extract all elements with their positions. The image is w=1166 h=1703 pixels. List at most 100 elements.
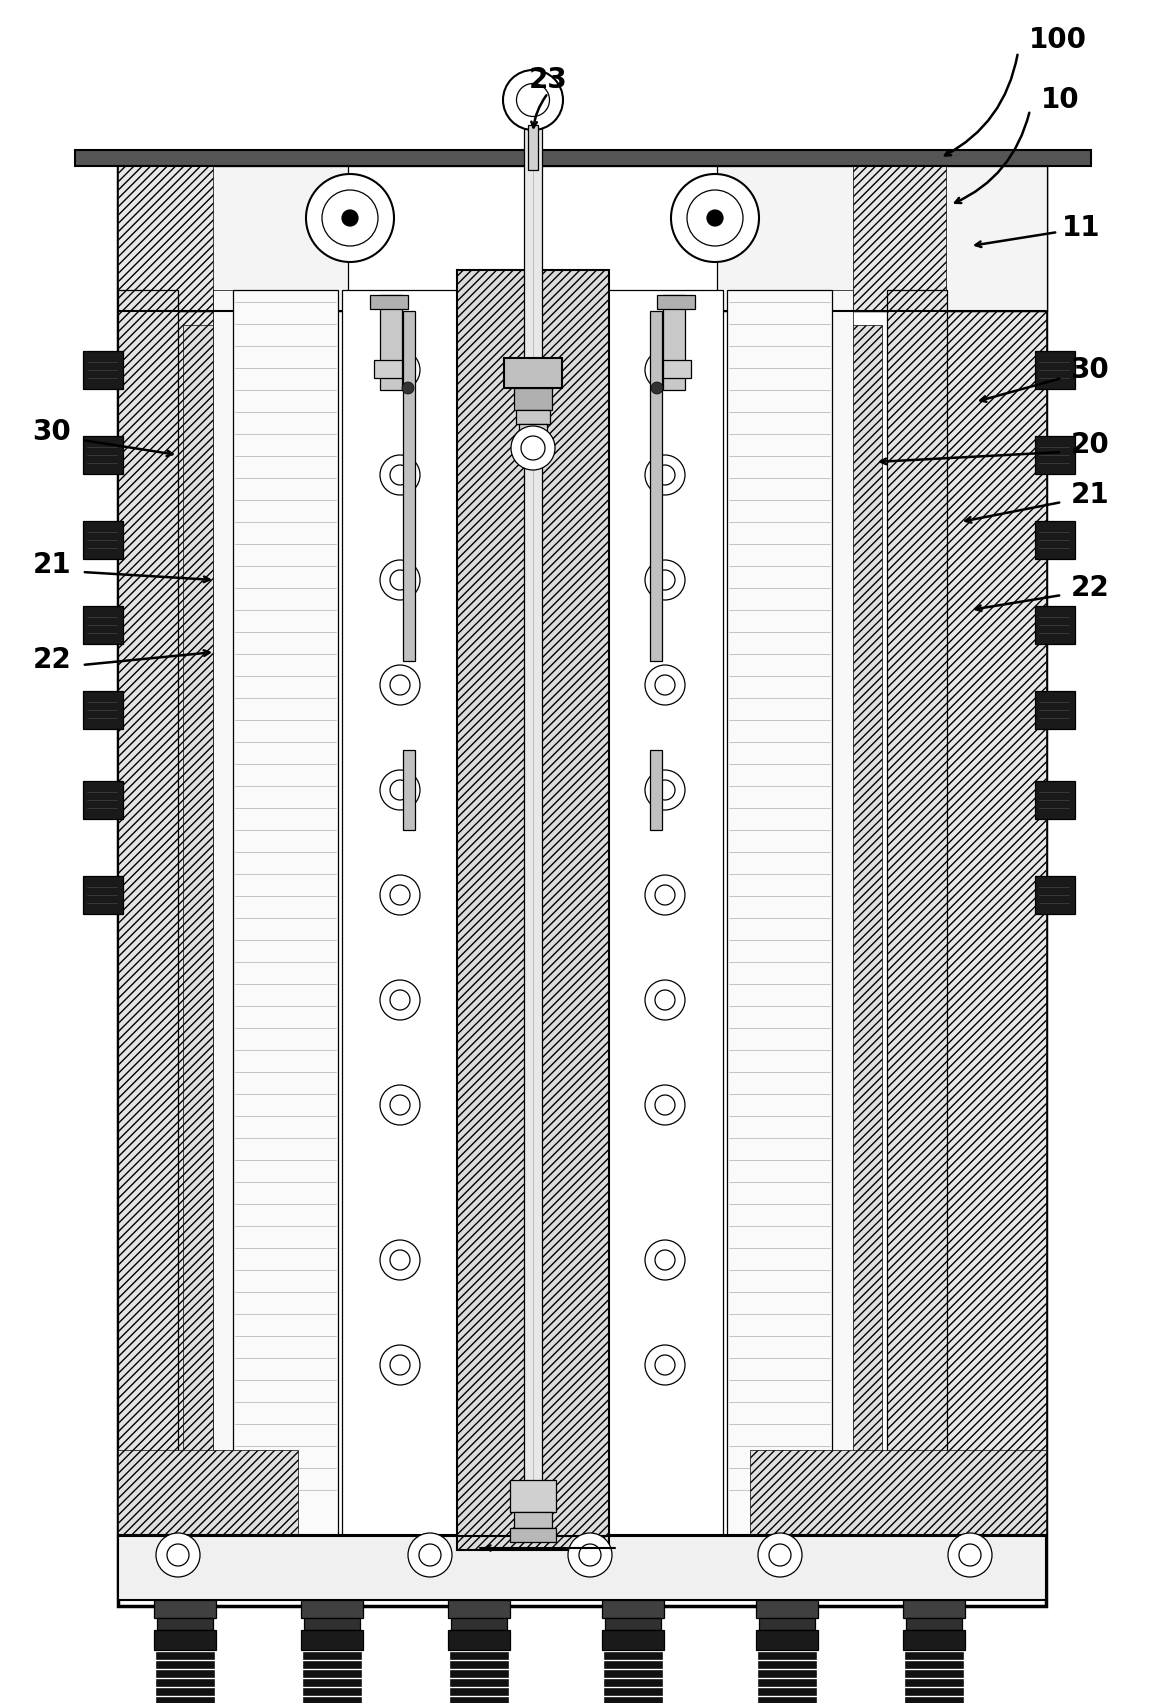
Bar (183, 325, 229, 1565)
Circle shape (389, 1095, 410, 1115)
Circle shape (389, 886, 410, 904)
Circle shape (651, 381, 663, 393)
Circle shape (511, 426, 555, 470)
Bar (604, 1652, 662, 1659)
Circle shape (758, 1533, 802, 1577)
Bar (607, 290, 723, 1540)
Bar (510, 1480, 556, 1512)
Bar (514, 388, 552, 410)
Bar (303, 1671, 361, 1677)
Circle shape (655, 780, 675, 800)
Circle shape (645, 1240, 684, 1281)
Bar (663, 295, 684, 390)
Bar (156, 1660, 215, 1667)
Bar (649, 312, 662, 661)
Text: 30: 30 (33, 417, 71, 446)
Bar (758, 1696, 816, 1703)
Bar (374, 359, 402, 378)
Bar (1035, 351, 1075, 388)
Bar (758, 1660, 816, 1667)
Bar (887, 290, 947, 1580)
Bar (905, 1652, 963, 1659)
Bar (902, 1601, 965, 1618)
Bar (83, 691, 122, 729)
Bar (717, 165, 1047, 312)
Bar (905, 1660, 963, 1667)
Bar (156, 1688, 215, 1694)
Circle shape (380, 455, 420, 496)
Circle shape (645, 1085, 684, 1126)
Circle shape (322, 191, 378, 245)
Circle shape (958, 1545, 981, 1567)
Bar (83, 521, 122, 559)
Circle shape (655, 571, 675, 589)
Text: 22: 22 (33, 645, 71, 674)
Bar (118, 158, 1046, 1606)
Circle shape (645, 770, 684, 811)
Text: 100: 100 (1030, 26, 1087, 54)
Bar (301, 1630, 363, 1650)
Bar (605, 1618, 661, 1630)
Bar (303, 1652, 361, 1659)
Bar (83, 606, 122, 644)
Circle shape (517, 83, 549, 116)
Bar (83, 782, 122, 819)
Bar (118, 165, 213, 312)
Bar (118, 1534, 1046, 1601)
Circle shape (408, 1533, 452, 1577)
Bar (604, 1696, 662, 1703)
Circle shape (655, 674, 675, 695)
Text: 22: 22 (1070, 574, 1109, 601)
Bar (156, 1671, 215, 1677)
Circle shape (156, 1533, 201, 1577)
Bar (403, 749, 415, 829)
Bar (905, 1671, 963, 1677)
Bar (663, 359, 691, 378)
Bar (450, 1688, 508, 1694)
Bar (837, 325, 881, 1565)
Bar (906, 1618, 962, 1630)
Circle shape (389, 1250, 410, 1270)
Bar (758, 1679, 816, 1686)
Bar (947, 290, 1046, 1550)
Bar (726, 290, 833, 1540)
Bar (528, 124, 538, 170)
Bar (905, 1679, 963, 1686)
Bar (370, 295, 408, 308)
Circle shape (568, 1533, 612, 1577)
Circle shape (655, 886, 675, 904)
Circle shape (503, 70, 563, 129)
Circle shape (380, 560, 420, 599)
Text: 30: 30 (1070, 356, 1109, 383)
Text: 20: 20 (1070, 431, 1109, 460)
Circle shape (380, 351, 420, 390)
Bar (517, 410, 550, 424)
Circle shape (389, 780, 410, 800)
Bar (450, 1696, 508, 1703)
Bar (450, 1660, 508, 1667)
Circle shape (402, 381, 414, 393)
Bar (342, 290, 457, 1540)
Bar (902, 1630, 965, 1650)
Circle shape (305, 174, 394, 262)
Bar (1035, 521, 1075, 559)
Circle shape (645, 455, 684, 496)
Bar (154, 1630, 216, 1650)
Text: 23: 23 (528, 66, 568, 94)
Bar (756, 1601, 819, 1618)
Bar (403, 312, 415, 661)
Circle shape (167, 1545, 189, 1567)
Bar (602, 1601, 663, 1618)
Circle shape (380, 979, 420, 1020)
Bar (156, 1652, 215, 1659)
Bar (905, 1696, 963, 1703)
Bar (154, 1601, 216, 1618)
Text: 21: 21 (1070, 480, 1109, 509)
Bar (656, 295, 695, 308)
Bar (604, 1679, 662, 1686)
Bar (519, 424, 547, 436)
Bar (1035, 606, 1075, 644)
Circle shape (670, 174, 759, 262)
Circle shape (389, 1356, 410, 1374)
Bar (1035, 875, 1075, 915)
